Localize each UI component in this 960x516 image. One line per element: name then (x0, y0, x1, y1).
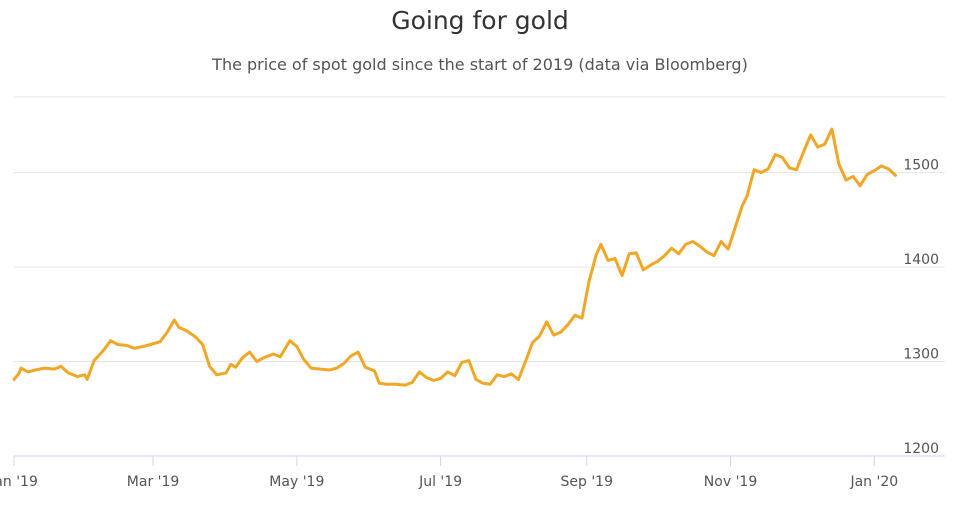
x-tick-label: Jul '19 (418, 474, 462, 490)
x-tick-label: May '19 (269, 474, 324, 490)
x-tick-label: Nov '19 (704, 474, 757, 490)
chart-subtitle: The price of spot gold since the start o… (212, 55, 748, 74)
x-tick-label: Jan '19 (0, 474, 38, 490)
series-layer (12, 127, 897, 387)
x-tick-label: Sep '19 (560, 474, 613, 490)
y-tick-label: 1500 (903, 158, 939, 174)
y-axis-labels: 1200 1300 1400 1500 (903, 158, 939, 457)
gold-price-line (12, 127, 897, 387)
x-tick-label: Jan '20 (849, 474, 898, 490)
chart-title: Going for gold (391, 6, 569, 35)
y-tick-label: 1300 (903, 347, 939, 363)
x-axis: Jan '19 Mar '19 May '19 Jul '19 Sep '19 Nov '… (0, 456, 898, 490)
y-tick-label: 1400 (903, 252, 939, 268)
y-tick-label: 1200 (903, 441, 939, 457)
x-tick-label: Mar '19 (127, 474, 180, 490)
